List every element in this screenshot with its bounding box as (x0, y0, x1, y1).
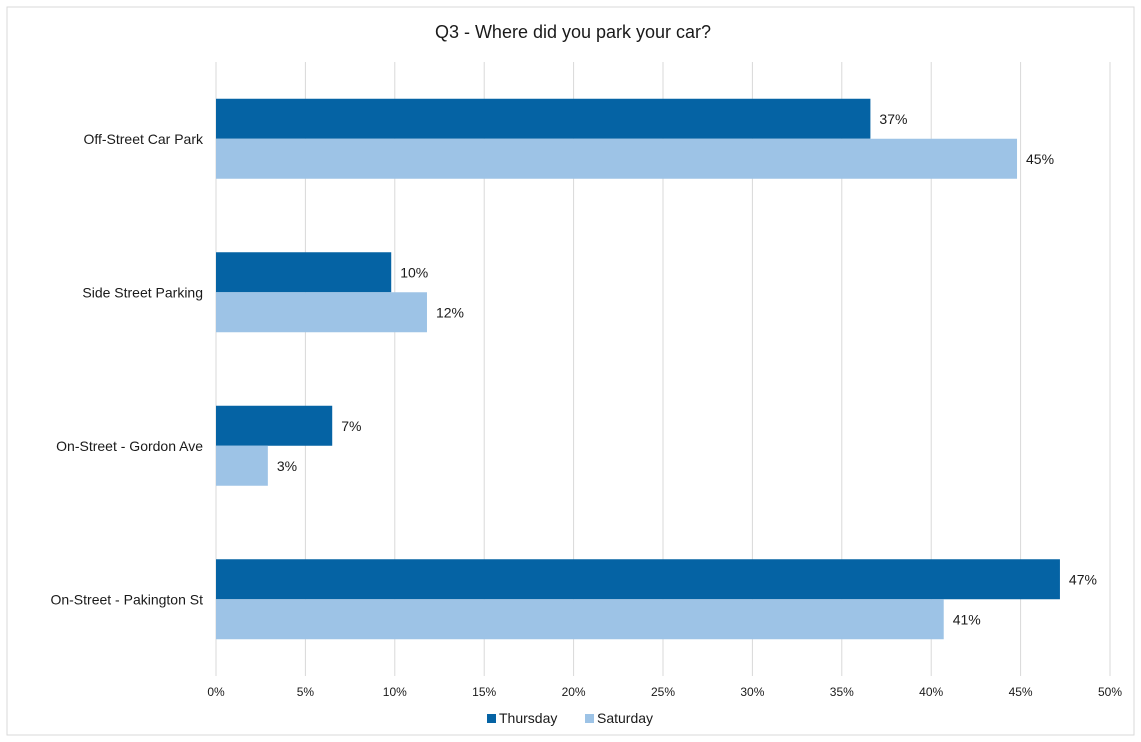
data-label: 7% (341, 418, 361, 434)
x-tick-label: 0% (207, 685, 225, 699)
legend-swatch-saturday (585, 714, 594, 723)
bar-thursday (216, 252, 392, 293)
bar-saturday (216, 445, 268, 486)
legend-label-saturday: Saturday (597, 710, 653, 726)
x-tick-label: 15% (472, 685, 496, 699)
x-axis-ticks: 0% 5% 10% 15% 20% 25% 30% 35% 40% 45% 50% (207, 685, 1122, 699)
bars (216, 98, 1060, 640)
x-tick-label: 50% (1098, 685, 1122, 699)
x-tick-label: 20% (562, 685, 586, 699)
category-label: On-Street - Pakington St (50, 591, 203, 607)
x-tick-label: 5% (297, 685, 315, 699)
data-label: 45% (1026, 151, 1054, 167)
legend: Thursday Saturday (487, 710, 653, 726)
bar-thursday (216, 405, 333, 446)
category-label: Side Street Parking (82, 284, 203, 300)
x-tick-label: 45% (1009, 685, 1033, 699)
data-label: 10% (400, 264, 428, 280)
data-label: 3% (277, 458, 297, 474)
x-tick-label: 40% (919, 685, 943, 699)
bar-thursday (216, 98, 871, 139)
data-label: 47% (1069, 571, 1097, 587)
category-labels: Off-Street Car Park Side Street Parking On… (50, 131, 204, 608)
x-tick-label: 30% (740, 685, 764, 699)
data-label: 37% (879, 111, 907, 127)
x-tick-label: 35% (830, 685, 854, 699)
legend-swatch-thursday (487, 714, 496, 723)
category-label: Off-Street Car Park (83, 131, 204, 147)
bar-thursday (216, 559, 1060, 600)
bar-saturday (216, 292, 427, 333)
bar-saturday (216, 138, 1018, 179)
data-label: 41% (953, 611, 981, 627)
chart-title: Q3 - Where did you park your car? (435, 22, 711, 42)
category-label: On-Street - Gordon Ave (56, 438, 203, 454)
legend-label-thursday: Thursday (499, 710, 557, 726)
x-tick-label: 10% (383, 685, 407, 699)
data-labels: 37% 45% 10% 12% 7% 3% 47% 41% (277, 111, 1097, 628)
data-label: 12% (436, 304, 464, 320)
x-tick-label: 25% (651, 685, 675, 699)
bar-saturday (216, 599, 944, 640)
